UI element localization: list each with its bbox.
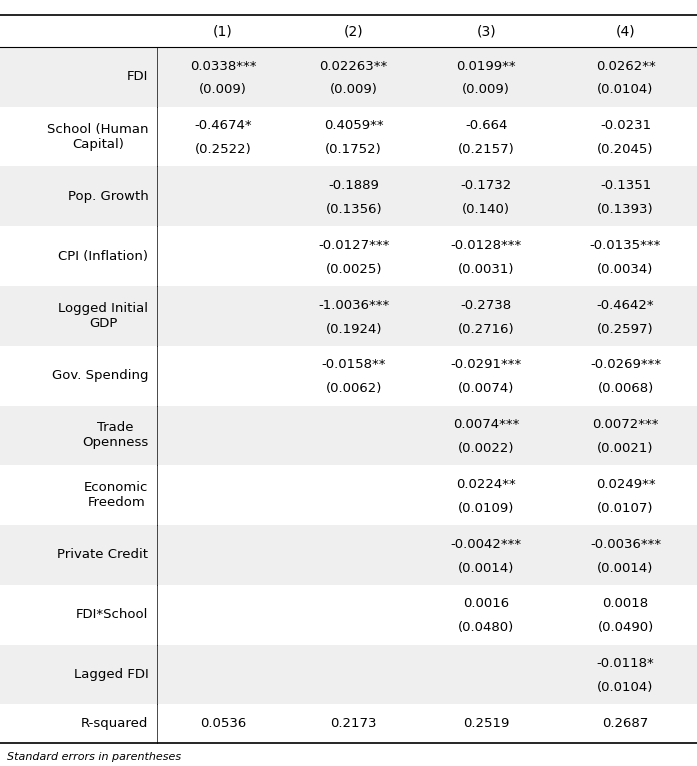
Text: 0.2519: 0.2519 [463, 717, 510, 730]
Text: 0.4059**: 0.4059** [324, 119, 383, 133]
Bar [0, 345, 697, 405]
Bar [0, 166, 697, 226]
Text: School (Human
Capital): School (Human Capital) [47, 123, 148, 151]
Text: 0.0249**: 0.0249** [596, 478, 655, 491]
Text: (2): (2) [344, 25, 364, 38]
Bar [0, 226, 697, 286]
Text: Gov. Spending: Gov. Spending [52, 369, 148, 382]
Text: -0.0042***: -0.0042*** [450, 538, 522, 551]
Text: (0.0021): (0.0021) [597, 442, 654, 455]
Text: (0.0025): (0.0025) [325, 263, 382, 276]
Text: 0.0074***: 0.0074*** [453, 418, 519, 431]
Text: 0.0072***: 0.0072*** [592, 418, 659, 431]
Text: 0.02263**: 0.02263** [320, 60, 388, 73]
Bar [0, 644, 697, 705]
Text: Pop. Growth: Pop. Growth [68, 190, 148, 203]
Bar [0, 15, 697, 47]
Text: -1.0036***: -1.0036*** [318, 299, 390, 312]
Text: (0.0031): (0.0031) [458, 263, 514, 276]
Text: (0.009): (0.009) [199, 83, 247, 97]
Text: (0.009): (0.009) [330, 83, 378, 97]
Text: 0.0016: 0.0016 [463, 597, 510, 611]
Text: CPI (Inflation): CPI (Inflation) [59, 250, 148, 263]
Bar [0, 705, 697, 743]
Text: (0.2157): (0.2157) [458, 143, 514, 156]
Text: -0.0135***: -0.0135*** [590, 239, 661, 252]
Text: Standard errors in parentheses: Standard errors in parentheses [7, 752, 181, 762]
Text: -0.664: -0.664 [465, 119, 507, 133]
Text: 0.0199**: 0.0199** [457, 60, 516, 73]
Text: (4): (4) [615, 25, 636, 38]
Text: (0.0022): (0.0022) [458, 442, 514, 455]
Text: (0.2045): (0.2045) [597, 143, 654, 156]
Text: -0.0127***: -0.0127*** [318, 239, 390, 252]
Text: -0.0269***: -0.0269*** [590, 358, 661, 372]
Bar [0, 106, 697, 166]
Text: 0.0224**: 0.0224** [457, 478, 516, 491]
Text: Lagged FDI: Lagged FDI [74, 668, 148, 681]
Text: (1): (1) [213, 25, 233, 38]
Text: FDI*School: FDI*School [76, 608, 148, 621]
Text: (0.0109): (0.0109) [458, 502, 514, 515]
Text: (0.1356): (0.1356) [325, 203, 382, 216]
Text: (0.009): (0.009) [462, 83, 510, 97]
Text: Economic
Freedom: Economic Freedom [84, 481, 148, 509]
Text: Logged Initial
GDP: Logged Initial GDP [59, 302, 148, 330]
Bar [0, 286, 697, 345]
Text: -0.2738: -0.2738 [461, 299, 512, 312]
Bar [0, 584, 697, 644]
Bar [0, 405, 697, 465]
Text: -0.0158**: -0.0158** [321, 358, 386, 372]
Text: (0.0104): (0.0104) [597, 681, 654, 694]
Text: 0.0262**: 0.0262** [596, 60, 655, 73]
Bar [0, 47, 697, 106]
Text: (0.0014): (0.0014) [597, 561, 654, 574]
Text: 0.2687: 0.2687 [602, 717, 649, 730]
Text: (0.1393): (0.1393) [597, 203, 654, 216]
Text: (0.2522): (0.2522) [194, 143, 252, 156]
Text: Trade
Openness: Trade Openness [82, 421, 148, 450]
Text: -0.0231: -0.0231 [600, 119, 651, 133]
Text: -0.0118*: -0.0118* [597, 657, 654, 670]
Text: Private Credit: Private Credit [57, 548, 148, 561]
Text: -0.0128***: -0.0128*** [450, 239, 522, 252]
Text: -0.1732: -0.1732 [461, 179, 512, 192]
Text: 0.0536: 0.0536 [200, 717, 246, 730]
Text: (3): (3) [476, 25, 496, 38]
Text: -0.4674*: -0.4674* [194, 119, 252, 133]
Text: FDI: FDI [127, 70, 148, 83]
Text: (0.0074): (0.0074) [458, 382, 514, 395]
Text: -0.4642*: -0.4642* [597, 299, 654, 312]
Bar [0, 525, 697, 584]
Text: R-squared: R-squared [81, 717, 148, 730]
Text: (0.0104): (0.0104) [597, 83, 654, 97]
Text: (0.1924): (0.1924) [325, 322, 382, 336]
Text: -0.1889: -0.1889 [328, 179, 379, 192]
Text: (0.2716): (0.2716) [458, 322, 514, 336]
Text: -0.1351: -0.1351 [600, 179, 651, 192]
Text: 0.2173: 0.2173 [330, 717, 377, 730]
Text: (0.0034): (0.0034) [597, 263, 654, 276]
Text: (0.1752): (0.1752) [325, 143, 382, 156]
Text: (0.140): (0.140) [462, 203, 510, 216]
Text: (0.0480): (0.0480) [458, 621, 514, 634]
Text: (0.0014): (0.0014) [458, 561, 514, 574]
Text: 0.0018: 0.0018 [602, 597, 649, 611]
Text: (0.0068): (0.0068) [597, 382, 654, 395]
Bar [0, 465, 697, 525]
Text: -0.0036***: -0.0036*** [590, 538, 661, 551]
Text: -0.0291***: -0.0291*** [450, 358, 522, 372]
Text: (0.0062): (0.0062) [325, 382, 382, 395]
Text: 0.0338***: 0.0338*** [190, 60, 256, 73]
Text: (0.0107): (0.0107) [597, 502, 654, 515]
Text: (0.2597): (0.2597) [597, 322, 654, 336]
Text: (0.0490): (0.0490) [597, 621, 654, 634]
